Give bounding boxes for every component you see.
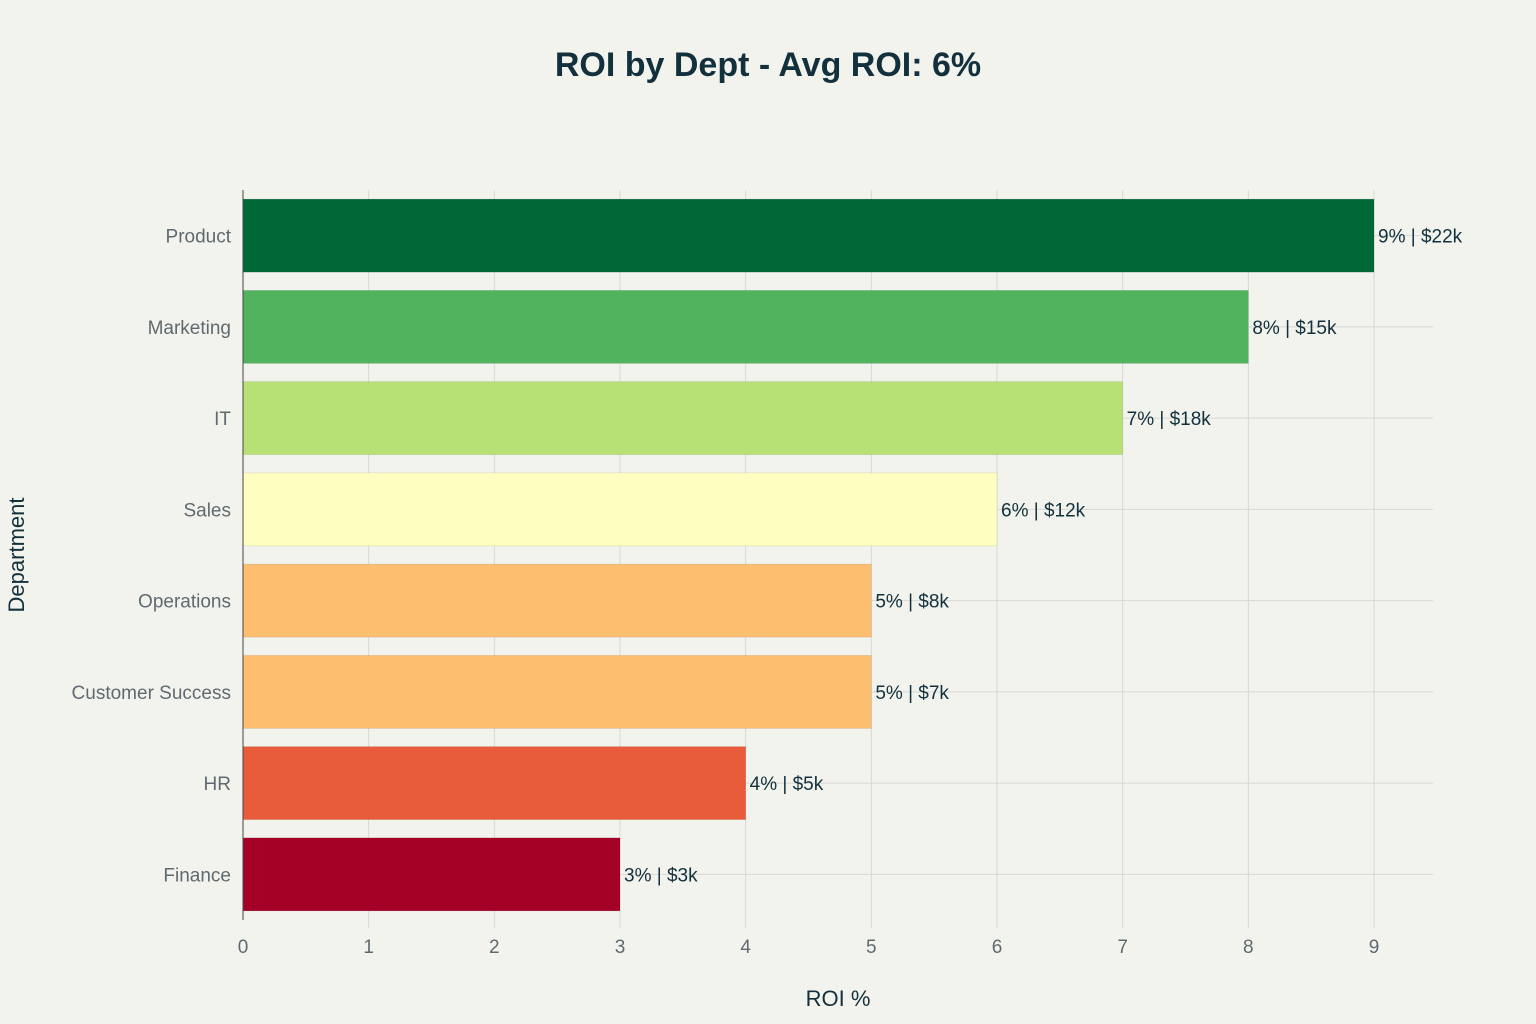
x-tick-label: 5 <box>866 937 877 958</box>
y-tick-labels: Product Marketing IT Sales Operations Custome… <box>72 227 232 887</box>
x-tick-label: 9 <box>1369 937 1380 958</box>
y-tick-label: Finance <box>163 865 231 886</box>
x-tick-label: 1 <box>363 937 374 958</box>
data-label: 7% | $18k <box>1127 409 1212 430</box>
bars <box>242 198 1375 912</box>
x-tick-labels: 0 1 2 3 4 5 6 7 8 9 <box>238 937 1380 958</box>
x-tick-label: 7 <box>1117 937 1128 958</box>
data-label: 5% | $8k <box>875 592 949 613</box>
bar-product <box>242 198 1375 273</box>
data-label: 6% | $12k <box>1001 500 1086 521</box>
x-tick-label: 3 <box>615 937 626 958</box>
x-tick-label: 4 <box>740 937 751 958</box>
x-tick-label: 6 <box>992 937 1003 958</box>
y-tick-label: Sales <box>183 500 231 521</box>
bar-sales <box>242 472 998 547</box>
y-tick-label: Product <box>166 227 232 248</box>
data-label: 5% | $7k <box>875 683 949 704</box>
bar-marketing <box>242 290 1249 364</box>
x-tick-label: 8 <box>1243 937 1254 958</box>
bar-finance <box>242 837 621 912</box>
y-tick-label: Marketing <box>148 318 231 339</box>
x-tick-label: 2 <box>489 937 500 958</box>
data-label: 3% | $3k <box>624 865 698 886</box>
data-label: 4% | $5k <box>750 774 824 795</box>
chart-title: ROI by Dept - Avg ROI: 6% <box>555 46 981 84</box>
y-axis-title: Department <box>4 498 29 613</box>
bar-customer-success <box>242 655 872 729</box>
bar-hr <box>242 746 746 820</box>
data-label: 8% | $15k <box>1252 318 1337 339</box>
y-tick-label: Operations <box>138 592 231 613</box>
bar-operations <box>242 563 872 638</box>
x-axis-title: ROI % <box>806 986 871 1011</box>
bar-it <box>242 381 1123 455</box>
data-label: 9% | $22k <box>1378 227 1463 248</box>
y-tick-label: HR <box>204 774 231 795</box>
y-tick-label: Customer Success <box>72 683 231 704</box>
data-labels: 9% | $22k 8% | $15k 7% | $18k 6% | $12k 5% |… <box>624 227 1463 887</box>
y-tick-label: IT <box>214 409 231 430</box>
x-tick-label: 0 <box>238 937 249 958</box>
